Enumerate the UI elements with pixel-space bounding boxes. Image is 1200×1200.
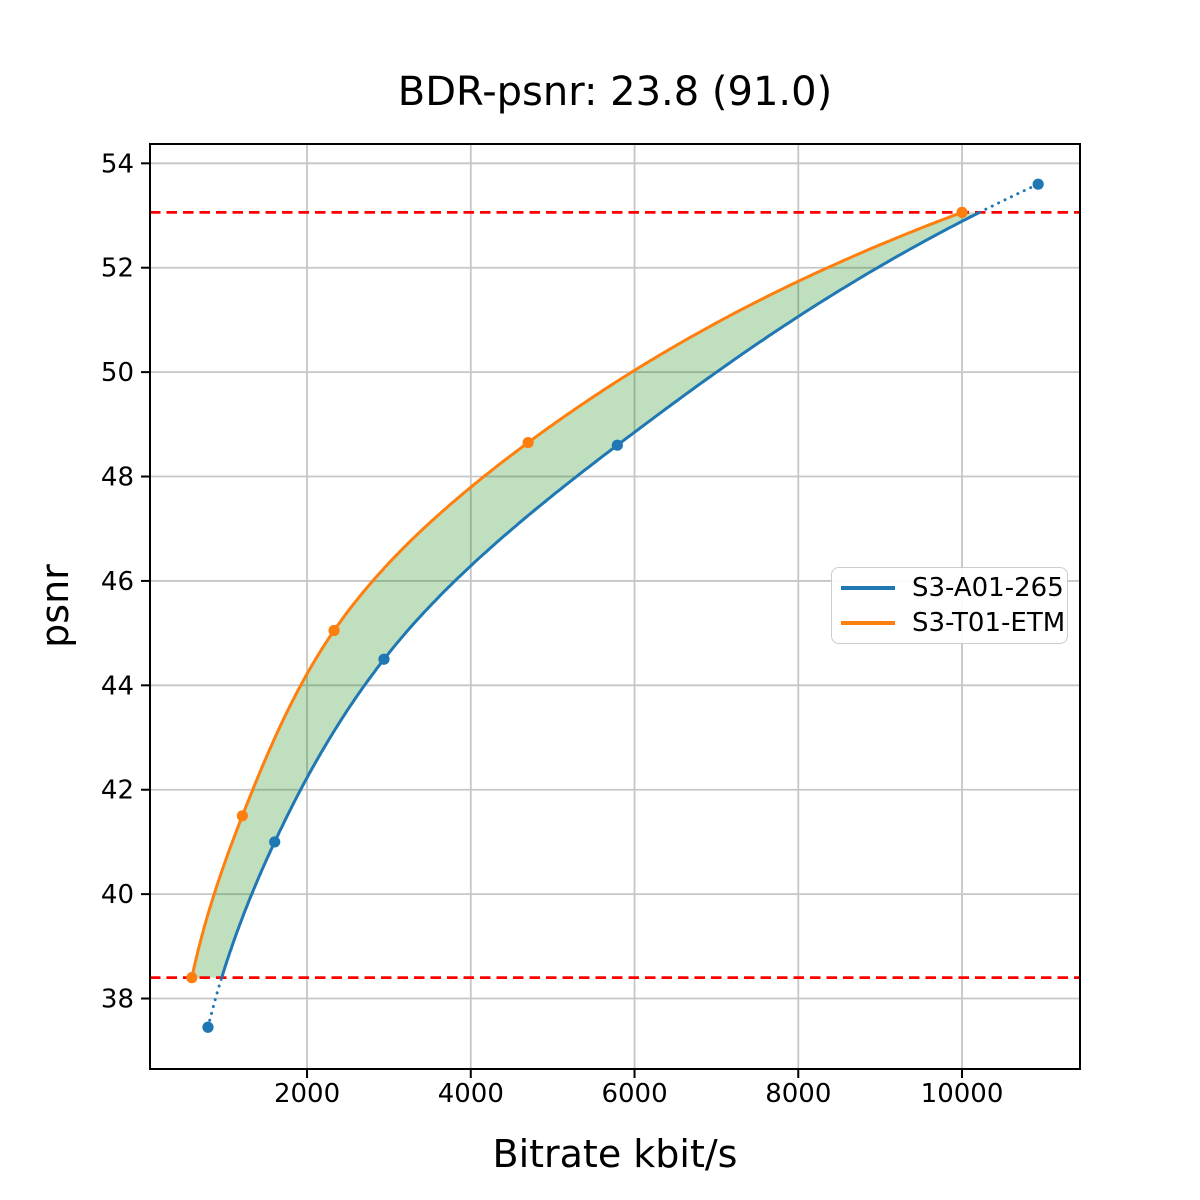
x-tick-label: 4000 xyxy=(438,1079,504,1109)
curve-S3-A01-265-dotted xyxy=(978,182,1040,214)
data-point-S3-T01-ETM xyxy=(236,810,248,822)
y-tick-label: 52 xyxy=(101,254,134,284)
y-tick-label: 46 xyxy=(101,567,134,597)
data-point-S3-T01-ETM xyxy=(956,206,968,218)
data-point-S3-T01-ETM xyxy=(186,972,198,984)
x-axis-label: Bitrate kbit/s xyxy=(492,1132,738,1176)
data-point-S3-T01-ETM xyxy=(328,624,340,637)
legend-item: S3-T01-ETM xyxy=(841,606,1067,640)
y-axis-label-text: psnr xyxy=(33,564,77,648)
legend-line-sample xyxy=(841,621,895,625)
y-tick-label: 44 xyxy=(101,671,134,701)
y-tick-label: 42 xyxy=(101,776,134,806)
y-tick-label: 54 xyxy=(101,149,134,179)
legend-label: S3-T01-ETM xyxy=(912,608,1066,638)
y-tick-label: 38 xyxy=(101,985,134,1015)
data-point-S3-A01-265 xyxy=(611,439,623,451)
legend-line-sample xyxy=(841,586,895,590)
y-tick-label: 48 xyxy=(101,463,134,493)
legend-label: S3-A01-265 xyxy=(912,573,1064,603)
data-point-S3-A01-265 xyxy=(202,1021,214,1033)
chart-title: BDR-psnr: 23.8 (91.0) xyxy=(397,69,833,115)
data-point-S3-A01-265 xyxy=(378,653,390,665)
legend-item: S3-A01-265 xyxy=(841,571,1067,605)
data-point-S3-T01-ETM xyxy=(522,436,534,449)
legend: S3-A01-265 S3-T01-ETM xyxy=(831,567,1068,644)
curve-S3-A01-265-dotted xyxy=(206,976,224,1029)
x-tick-label: 2000 xyxy=(274,1079,340,1109)
axes-frame xyxy=(149,143,1081,1070)
y-tick-label: 40 xyxy=(101,880,134,910)
x-tick-label: 10000 xyxy=(921,1079,1004,1109)
data-point-S3-A01-265 xyxy=(269,836,281,848)
curve-S3-T01-ETM xyxy=(190,210,963,978)
x-tick-label: 6000 xyxy=(601,1079,667,1109)
data-point-S3-A01-265 xyxy=(1032,178,1044,190)
x-tick-label: 8000 xyxy=(765,1079,831,1109)
y-tick-label: 50 xyxy=(101,358,134,388)
curve-S3-A01-265 xyxy=(220,211,981,979)
